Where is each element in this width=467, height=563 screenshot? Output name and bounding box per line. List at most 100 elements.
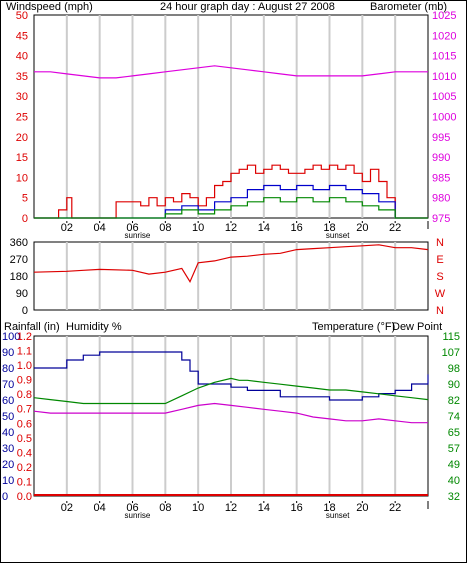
baro-y-tick-label: 1005 — [432, 91, 456, 103]
temperature-axis-label: Temperature (°F) — [312, 321, 395, 333]
rain-y-tick-label: 0.7 — [17, 404, 32, 416]
baro-y-tick-label: 980 — [432, 193, 450, 205]
temp-y-tick-label: 115 — [442, 331, 460, 343]
temp-y-tick-label: 74 — [448, 411, 460, 423]
rain-y-tick-label: 1.2 — [17, 331, 32, 343]
wind-y-tick-label: 5 — [22, 193, 28, 205]
dewpoint-line — [33, 402, 428, 424]
rain-y-tick-label: 0.6 — [17, 418, 32, 430]
thp-x-tick-label: 08 — [159, 502, 171, 514]
wind-y-tick-label: 45 — [16, 30, 28, 42]
humidity-y-tick-label: 30 — [2, 443, 14, 455]
thp-x-tick-label: 10 — [192, 502, 204, 514]
wind-direction-line — [33, 244, 429, 283]
humidity-y-tick-label: 60 — [2, 395, 14, 407]
baro-y-tick-label: 1010 — [432, 71, 456, 83]
rain-y-tick-label: 0.1 — [17, 476, 32, 488]
rain-y-tick-label: 0.2 — [17, 462, 32, 474]
baro-y-tick-label: 985 — [432, 172, 450, 184]
wind-y-tick-label: 30 — [16, 91, 28, 103]
wind-x-tick-label: 14 — [258, 222, 270, 234]
wind-x-tick-label: 04 — [94, 222, 106, 234]
humidity-y-tick-label: 10 — [2, 475, 14, 487]
wind-y-tick-label: 15 — [16, 152, 28, 164]
thp-x-tick-label: 16 — [291, 502, 303, 514]
thp-x-tick-label: 02 — [61, 502, 73, 514]
wind-y-tick-label: 0 — [22, 213, 28, 225]
humidity-y-tick-label: 50 — [2, 411, 14, 423]
dir-y-tick-label: 90 — [16, 288, 28, 300]
dir-compass-label: N — [436, 305, 444, 317]
temp-y-tick-label: 49 — [448, 459, 460, 471]
rain-y-tick-label: 0.4 — [17, 447, 32, 459]
wind-x-tick-label: 12 — [225, 222, 237, 234]
dewpoint-axis-label: Dew Point — [392, 321, 442, 333]
temp-y-tick-label: 57 — [448, 443, 460, 455]
humidity-y-tick-label: 100 — [2, 331, 20, 343]
temp-y-tick-label: 40 — [448, 475, 460, 487]
thp-x-tick-label: 12 — [225, 502, 237, 514]
temp-y-tick-label: 82 — [448, 395, 460, 407]
barometer-axis-label: Barometer (mb) — [370, 1, 447, 13]
wind-y-tick-label: 20 — [16, 132, 28, 144]
wind-green-line — [34, 197, 428, 219]
baro-y-tick-label: 1020 — [432, 30, 456, 42]
rain-y-tick-label: 1.1 — [17, 346, 32, 358]
baro-y-tick-label: 975 — [432, 213, 450, 225]
humidity-y-tick-label: 70 — [2, 379, 14, 391]
rain-y-tick-label: 0.5 — [17, 433, 32, 445]
humidity-y-tick-label: 80 — [2, 363, 14, 375]
wind-x-tick-label: 18 — [323, 222, 335, 234]
baro-y-tick-label: 1015 — [432, 51, 456, 63]
wind-sunrise-label: sunrise — [125, 231, 151, 240]
humidity-y-tick-label: 20 — [2, 459, 14, 471]
thp-x-tick-label: 06 — [126, 502, 138, 514]
baro-y-tick-label: 1025 — [432, 10, 456, 22]
dir-y-tick-label: 0 — [22, 305, 28, 317]
wind-x-tick-label: 22 — [389, 222, 401, 234]
thp-x-tick-label: 20 — [356, 502, 368, 514]
wind-x-tick-label: 06 — [126, 222, 138, 234]
temp-y-tick-label: 98 — [448, 363, 460, 375]
wind-y-tick-label: 50 — [16, 10, 28, 22]
wind-sunset-label: sunset — [326, 231, 350, 240]
dir-y-tick-label: 360 — [10, 237, 28, 249]
humidity-axis-label: Humidity % — [66, 321, 122, 333]
baro-y-tick-label: 1000 — [432, 112, 456, 124]
humidity-y-tick-label: 0 — [2, 491, 8, 503]
temp-y-tick-label: 107 — [442, 347, 460, 359]
rain-y-tick-label: 0.0 — [17, 491, 32, 503]
dir-compass-label: E — [436, 254, 443, 266]
humidity-y-tick-label: 40 — [2, 427, 14, 439]
rain-y-tick-label: 0.9 — [17, 375, 32, 387]
humidity-y-tick-label: 90 — [2, 347, 14, 359]
dir-compass-label: S — [436, 271, 443, 283]
wind-y-tick-label: 25 — [16, 112, 28, 124]
barometer-line — [34, 65, 428, 79]
temp-y-tick-label: 32 — [448, 491, 460, 503]
thp-x-tick-label: 14 — [258, 502, 270, 514]
baro-y-tick-label: 995 — [432, 132, 450, 144]
wind-blue-line — [34, 184, 428, 219]
wind-y-tick-label: 10 — [16, 172, 28, 184]
thp-sunrise-label: sunrise — [125, 511, 151, 520]
wind-y-tick-label: 35 — [16, 71, 28, 83]
thp-sunset-label: sunset — [326, 511, 350, 520]
wind-y-tick-label: 40 — [16, 51, 28, 63]
windspeed-line — [34, 164, 428, 219]
wind-x-tick-label: 08 — [159, 222, 171, 234]
temp-y-tick-label: 90 — [448, 379, 460, 391]
wind-x-tick-label: 20 — [356, 222, 368, 234]
wind-x-tick-label: 16 — [291, 222, 303, 234]
wind-x-tick-label: 10 — [192, 222, 204, 234]
rainfall-axis-label: Rainfall (in) — [4, 321, 60, 333]
temp-y-tick-label: 65 — [448, 427, 460, 439]
thp-x-tick-label: 04 — [94, 502, 106, 514]
thp-x-tick-label: 18 — [323, 502, 335, 514]
baro-y-tick-label: 990 — [432, 152, 450, 164]
rain-y-tick-label: 1.0 — [17, 360, 32, 372]
dir-y-tick-label: 180 — [10, 271, 28, 283]
temperature-line — [33, 377, 429, 405]
